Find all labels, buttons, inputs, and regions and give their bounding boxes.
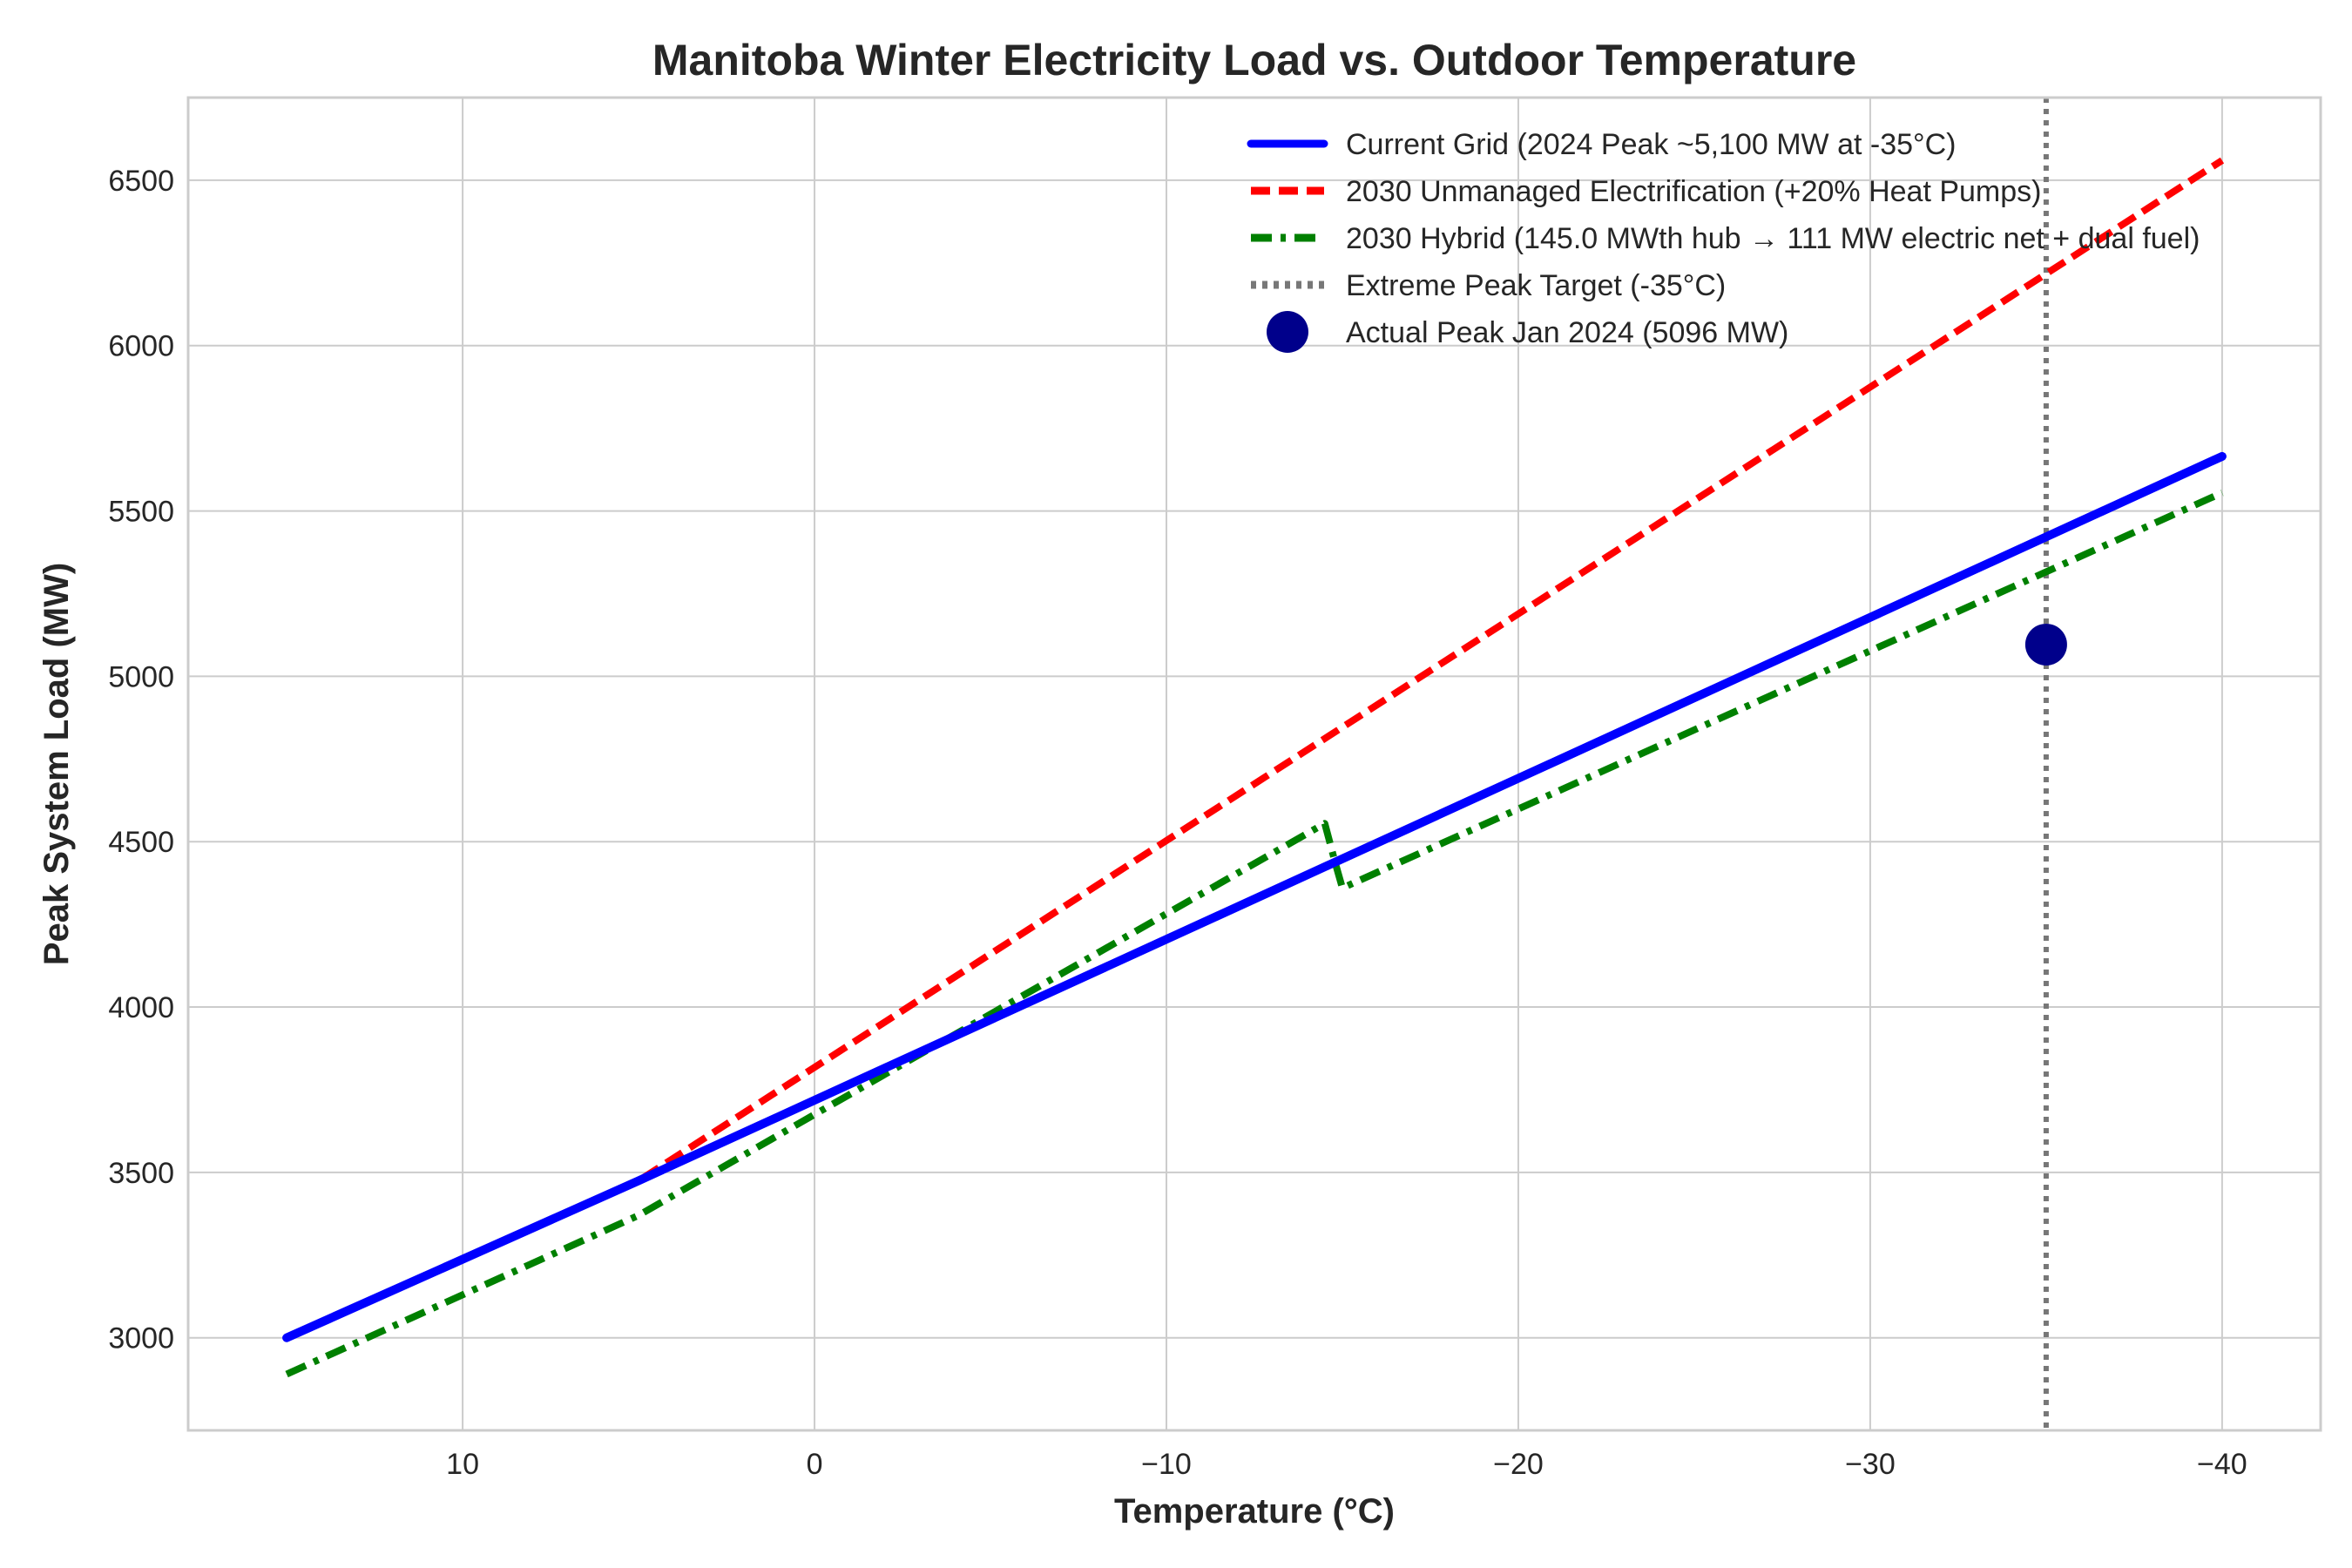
y-tick-label: 6500 [108, 165, 174, 198]
x-tick-label: −40 [2197, 1448, 2247, 1481]
legend-label: 2030 Hybrid (145.0 MWth hub → 111 MW ele… [1346, 222, 2200, 255]
y-tick-label: 3000 [108, 1322, 174, 1355]
x-axis-title: Temperature (°C) [1114, 1492, 1395, 1531]
legend-label: Current Grid (2024 Peak ~5,100 MW at -35… [1346, 128, 1957, 161]
legend-swatch [1267, 311, 1308, 353]
data-point [2024, 623, 2067, 666]
legend: Current Grid (2024 Peak ~5,100 MW at -35… [1247, 128, 2200, 353]
y-tick-label: 4000 [108, 991, 174, 1024]
y-axis-title: Peak System Load (MW) [37, 563, 76, 965]
y-tick-label: 6000 [108, 330, 174, 363]
tick-labels: 10 0 −10 −20 −30 −40 3000 3500 4000 4500 5000 5500 6… [108, 165, 2247, 1481]
legend-label: 2030 Unmanaged Electrification (+20% Hea… [1346, 175, 2042, 208]
y-tick-label: 3500 [108, 1157, 174, 1190]
x-tick-label: −20 [1493, 1448, 1544, 1481]
y-tick-label: 5000 [108, 660, 174, 693]
x-tick-label: −10 [1141, 1448, 1192, 1481]
legend-label: Extreme Peak Target (-35°C) [1346, 269, 1726, 302]
series-group [282, 98, 2227, 1430]
series-line [282, 451, 2227, 1342]
plot-frame [186, 96, 2322, 1432]
plot-background [188, 98, 2321, 1430]
y-tick-label: 4500 [108, 826, 174, 859]
legend-label: Actual Peak Jan 2024 (5096 MW) [1346, 316, 1788, 349]
y-tick-label: 5500 [108, 496, 174, 529]
x-tick-label: 10 [446, 1448, 479, 1481]
series-line [285, 490, 2224, 1378]
chart-title: Manitoba Winter Electricity Load vs. Out… [652, 36, 1856, 84]
x-tick-label: −30 [1845, 1448, 1896, 1481]
grid [188, 98, 2321, 1430]
x-tick-label: 0 [807, 1448, 823, 1481]
